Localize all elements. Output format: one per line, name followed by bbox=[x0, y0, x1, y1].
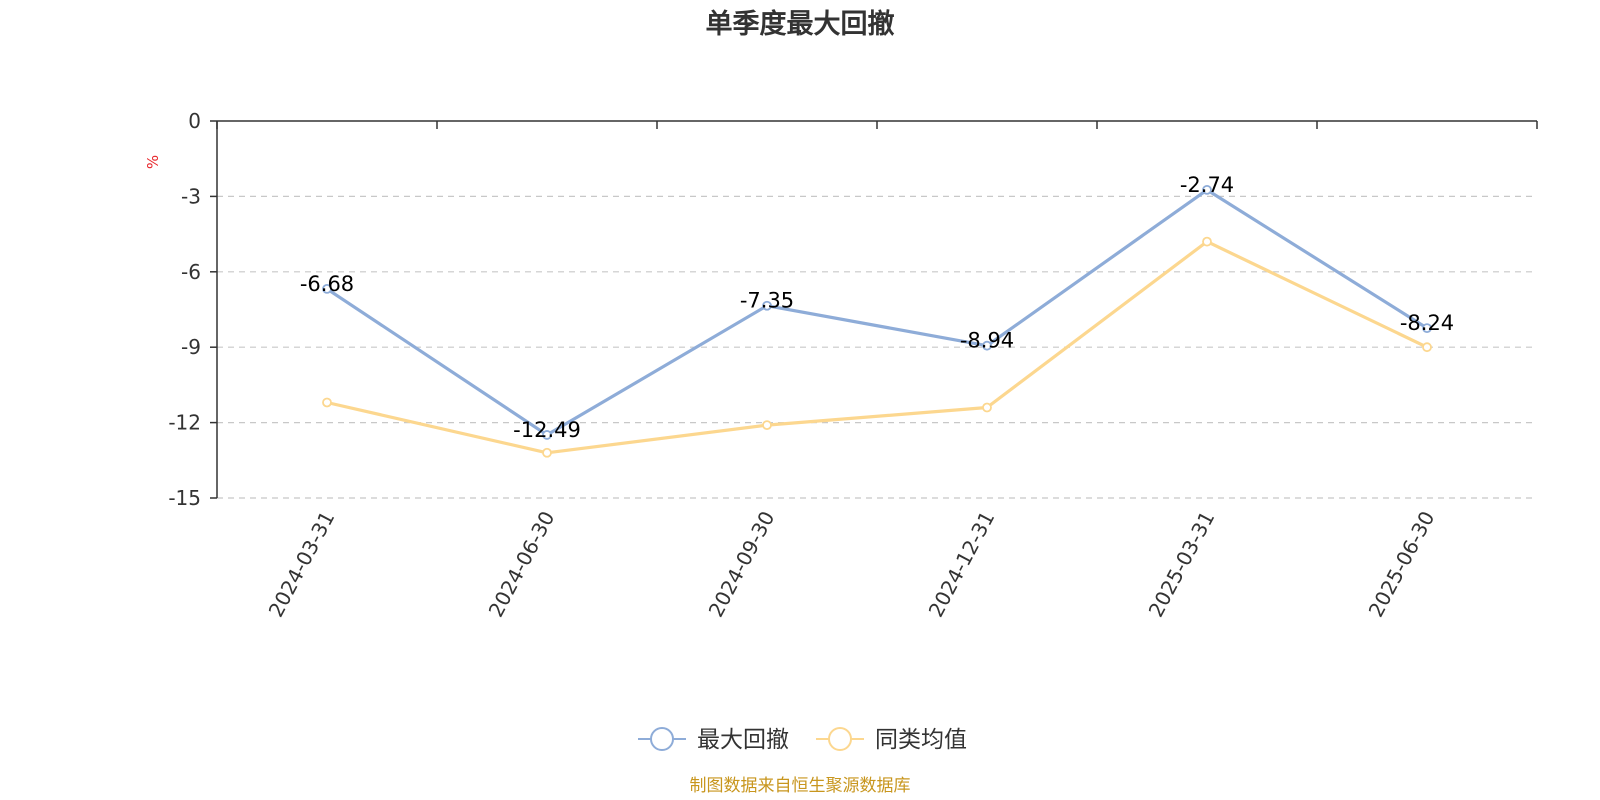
legend-label: 最大回撤 bbox=[697, 727, 789, 753]
y-tick-label: -15 bbox=[168, 486, 201, 510]
data-labels: -6.68 -12.49 -7.35 -8.94 -2.74 -8.24 bbox=[300, 173, 1454, 442]
data-label: -8.94 bbox=[960, 329, 1014, 353]
legend: 最大回撤 同类均值 bbox=[638, 727, 967, 753]
x-tick-label: 2025-03-31 bbox=[1144, 507, 1220, 621]
legend-marker-icon bbox=[650, 727, 674, 751]
x-tick-label: 2024-09-30 bbox=[704, 507, 780, 621]
data-point-1 bbox=[322, 283, 332, 294]
data-point-1 bbox=[982, 340, 992, 351]
y-axis-unit: % bbox=[144, 155, 162, 169]
series-lines bbox=[322, 184, 1432, 458]
legend-label: 同类均值 bbox=[875, 727, 967, 753]
chart-title: 单季度最大回撤 bbox=[706, 8, 895, 40]
data-point-1 bbox=[542, 430, 552, 440]
data-label: -7.35 bbox=[740, 289, 794, 313]
x-tick-label: 2025-06-30 bbox=[1364, 507, 1440, 621]
data-point-2 bbox=[762, 420, 772, 431]
data-point-2 bbox=[322, 397, 332, 408]
y-tick-label: -3 bbox=[181, 184, 201, 208]
data-point-2 bbox=[1202, 236, 1212, 247]
series-line-2 bbox=[326, 240, 1428, 455]
data-label: -12.49 bbox=[513, 418, 581, 442]
data-point-2 bbox=[542, 447, 552, 458]
grid-lines bbox=[217, 195, 1537, 499]
data-point-2 bbox=[982, 402, 992, 413]
data-point-1 bbox=[1202, 184, 1212, 195]
data-point-1 bbox=[1422, 323, 1432, 333]
series-line-1 bbox=[326, 188, 1428, 437]
data-label: -6.68 bbox=[300, 272, 354, 296]
y-tick-label: 0 bbox=[188, 109, 201, 133]
data-point-2 bbox=[1422, 342, 1432, 353]
y-tick-label: -9 bbox=[181, 335, 201, 359]
x-tick-label: 2024-12-31 bbox=[924, 507, 1000, 621]
y-tick-label: -6 bbox=[181, 260, 201, 284]
y-tick-label: -12 bbox=[168, 411, 201, 435]
legend-marker-icon bbox=[828, 727, 852, 751]
source-note: 制图数据来自恒生聚源数据库 bbox=[690, 776, 911, 796]
data-label: -2.74 bbox=[1180, 173, 1234, 197]
x-tick-label: 2024-03-31 bbox=[264, 507, 340, 621]
axes: 0 -3 -6 -9 -12 -15 2024-03-31 2024-06-30 2024-09… bbox=[168, 109, 1538, 621]
data-label: -8.24 bbox=[1400, 311, 1454, 335]
data-point-1 bbox=[762, 300, 772, 311]
x-tick-label: 2024-06-30 bbox=[484, 507, 560, 621]
